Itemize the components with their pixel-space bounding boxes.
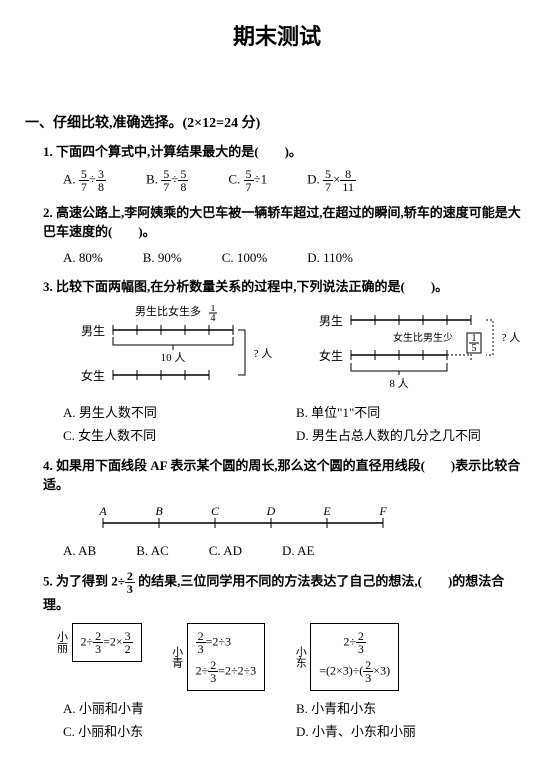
q5-option-b: B. 小青和小东 bbox=[296, 699, 529, 719]
q3-diagram-1: 男生 女生 男生比女生多 1 4 10 人 bbox=[73, 305, 281, 395]
q3-option-a: A. 男生人数不同 bbox=[63, 403, 296, 423]
svg-text:男生比女生多: 男生比女生多 bbox=[135, 305, 201, 318]
q1-option-a: A. 57÷38 bbox=[63, 168, 106, 193]
q2-text: 2. 高速公路上,李阿姨乘的大巴车被一辆轿车超过,在超过的瞬间,轿车的速度可能是… bbox=[43, 203, 529, 242]
q4-option-a: A. AB bbox=[63, 541, 96, 561]
q4-option-d: D. AE bbox=[282, 541, 315, 561]
q1-option-c: C. 57÷1 bbox=[228, 168, 267, 193]
svg-text:女生: 女生 bbox=[81, 368, 105, 383]
q3-text: 3. 比较下面两幅图,在分析数量关系的过程中,下列说法正确的是( )。 bbox=[43, 277, 529, 297]
svg-text:A: A bbox=[98, 504, 107, 518]
q4-option-b: B. AC bbox=[136, 541, 169, 561]
svg-text:10 人: 10 人 bbox=[161, 351, 186, 364]
svg-text:D: D bbox=[266, 504, 276, 518]
q5-text: 5. 为了得到 2÷23 的结果,三位同学用不同的方法表达了自己的想法,( )的… bbox=[43, 570, 529, 615]
svg-text:女生: 女生 bbox=[319, 348, 343, 363]
section-header: 一、仔细比较,准确选择。(2×12=24 分) bbox=[25, 113, 529, 134]
q4-text: 4. 如果用下面线段 AF 表示某个圆的周长,那么这个圆的直径用线段( )表示比… bbox=[43, 456, 529, 495]
q5-box-dong: 小东 2÷23 =(2×3)÷(23×3) bbox=[292, 623, 416, 691]
q3-option-b: B. 单位"1"不同 bbox=[296, 403, 529, 423]
q5-option-a: A. 小丽和小青 bbox=[63, 699, 296, 719]
svg-text:C: C bbox=[211, 504, 220, 518]
question-5: 5. 为了得到 2÷23 的结果,三位同学用不同的方法表达了自己的想法,( )的… bbox=[43, 570, 529, 742]
svg-text:男生: 男生 bbox=[81, 324, 105, 338]
svg-text:B: B bbox=[155, 504, 163, 518]
q5-box-li: 小丽 2÷23=2×32 bbox=[53, 623, 158, 662]
svg-text:F: F bbox=[378, 504, 387, 518]
q2-option-d: D. 110% bbox=[307, 248, 353, 268]
q3-option-d: D. 男生占总人数的几分之几不同 bbox=[296, 426, 529, 446]
q5-option-c: C. 小丽和小东 bbox=[63, 722, 296, 742]
q1-text: 1. 下面四个算式中,计算结果最大的是( )。 bbox=[43, 142, 529, 162]
q2-option-a: A. 80% bbox=[63, 248, 103, 268]
q4-option-c: C. AD bbox=[209, 541, 242, 561]
svg-text:E: E bbox=[322, 504, 331, 518]
q2-option-b: B. 90% bbox=[143, 248, 182, 268]
question-1: 1. 下面四个算式中,计算结果最大的是( )。 A. 57÷38 B. 57÷5… bbox=[43, 142, 529, 193]
q1-option-b: B. 57÷58 bbox=[146, 168, 188, 193]
q5-option-d: D. 小青、小东和小丽 bbox=[296, 722, 529, 742]
svg-text:? 人: ? 人 bbox=[502, 331, 521, 344]
svg-text:8 人: 8 人 bbox=[389, 377, 408, 390]
q4-segment: A B C D E F bbox=[83, 503, 403, 533]
svg-text:女生比男生少: 女生比男生少 bbox=[393, 331, 453, 344]
question-4: 4. 如果用下面线段 AF 表示某个圆的周长,那么这个圆的直径用线段( )表示比… bbox=[43, 456, 529, 561]
svg-text:男生: 男生 bbox=[319, 314, 343, 328]
q1-option-d: D. 57×811 bbox=[307, 168, 356, 193]
q5-box-qing: 小青 23=2÷3 2÷23=2÷2÷3 bbox=[168, 623, 282, 691]
page-title: 期末测试 bbox=[25, 20, 529, 53]
svg-text:4: 4 bbox=[211, 313, 216, 324]
question-3: 3. 比较下面两幅图,在分析数量关系的过程中,下列说法正确的是( )。 男生 女… bbox=[43, 277, 529, 446]
question-2: 2. 高速公路上,李阿姨乘的大巴车被一辆轿车超过,在超过的瞬间,轿车的速度可能是… bbox=[43, 203, 529, 268]
svg-text:? 人: ? 人 bbox=[254, 347, 273, 360]
q3-option-c: C. 女生人数不同 bbox=[63, 426, 296, 446]
svg-text:5: 5 bbox=[472, 343, 477, 354]
q2-option-c: C. 100% bbox=[222, 248, 268, 268]
q3-diagram-2: 男生 女生 女生比男生少 1 5 bbox=[311, 305, 529, 395]
